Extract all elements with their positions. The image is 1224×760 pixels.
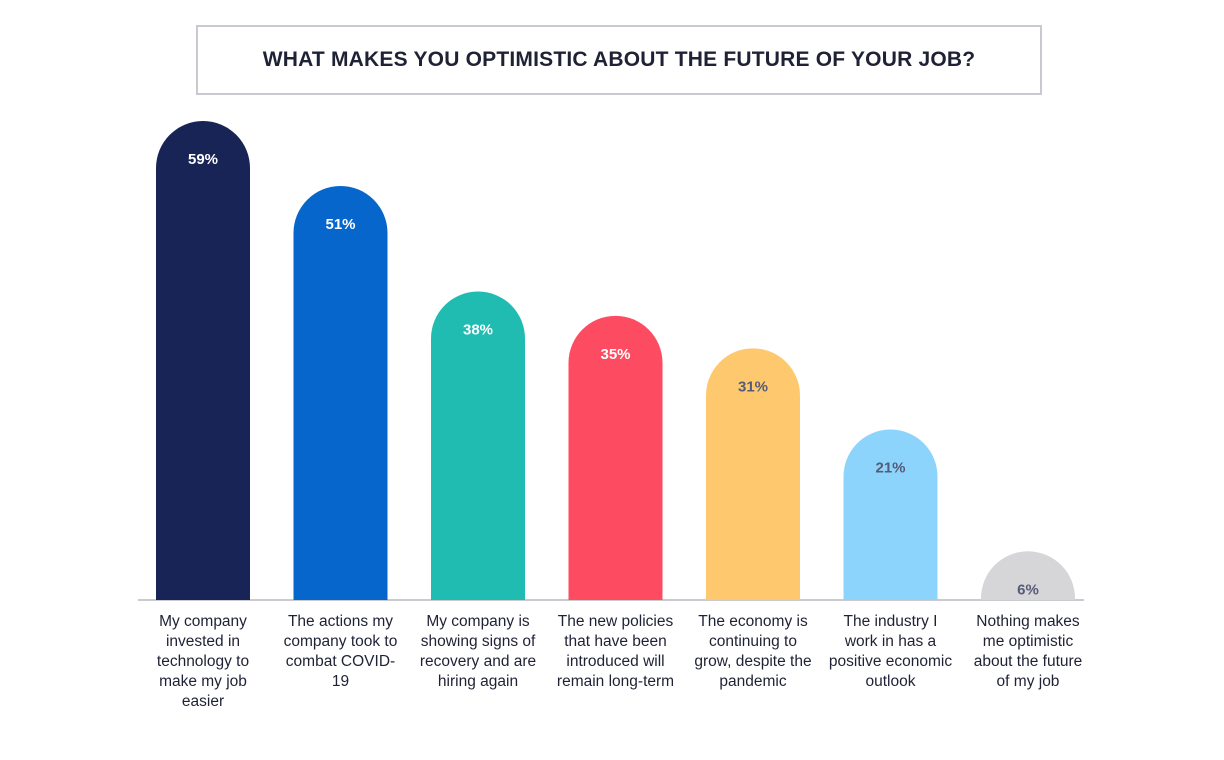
- bar-3: [431, 291, 525, 600]
- bar-6: [843, 429, 938, 600]
- bar-value-label-4: 35%: [600, 346, 630, 363]
- bar-1: [156, 121, 250, 600]
- bar-7: [981, 551, 1075, 600]
- bar-5: [706, 348, 800, 600]
- chart-title-box: WHAT MAKES YOU OPTIMISTIC ABOUT THE FUTU…: [196, 25, 1042, 95]
- bar-value-label-1: 59%: [188, 151, 218, 168]
- bar-2: [293, 185, 388, 600]
- chart-title: WHAT MAKES YOU OPTIMISTIC ABOUT THE FUTU…: [262, 48, 976, 71]
- bar-value-label-6: 21%: [875, 460, 905, 477]
- bar-value-label-3: 38%: [463, 321, 493, 338]
- bar-value-label-7: 6%: [1017, 581, 1039, 598]
- bars-group: 59% 51% 38% 35% 31% 21% 6%: [156, 121, 1075, 600]
- bar-value-label-5: 31%: [738, 378, 768, 395]
- bar-4: [568, 315, 663, 600]
- bar-value-label-2: 51%: [325, 216, 355, 233]
